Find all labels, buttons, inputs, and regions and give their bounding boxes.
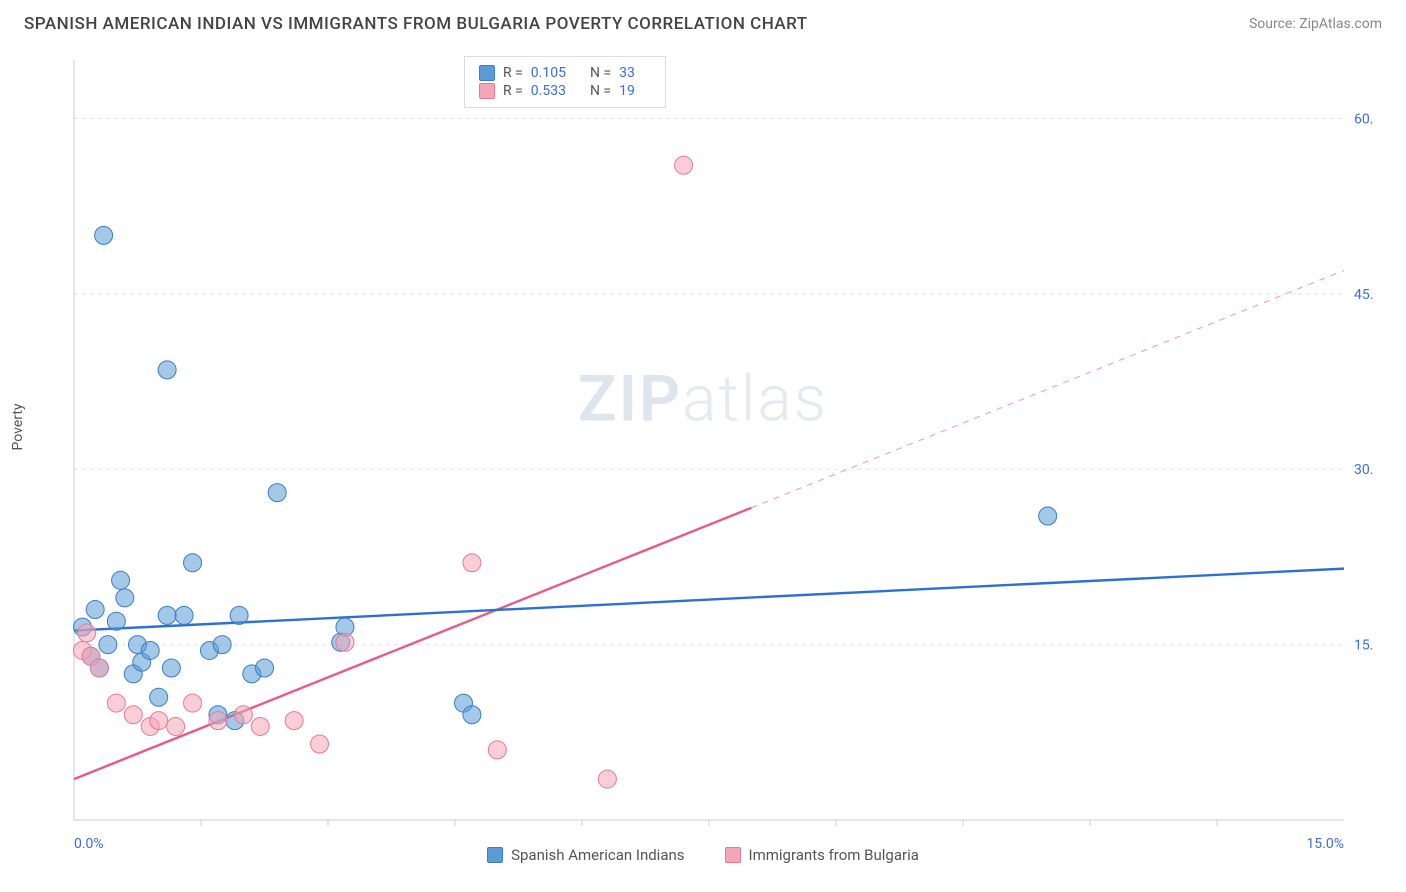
legend-item: Spanish American Indians xyxy=(487,846,684,864)
svg-text:45.0%: 45.0% xyxy=(1354,287,1374,303)
y-axis-label: Poverty xyxy=(10,403,26,450)
chart-area: Poverty 15.0%30.0%45.0%60.0%0.0%15.0% ZI… xyxy=(24,50,1382,882)
svg-text:15.0%: 15.0% xyxy=(1354,638,1374,654)
scatter-chart: 15.0%30.0%45.0%60.0%0.0%15.0% xyxy=(24,50,1374,880)
legend-item: Immigrants from Bulgaria xyxy=(725,846,919,864)
svg-text:30.0%: 30.0% xyxy=(1354,462,1374,478)
correlation-legend: R =0.105N =33R =0.533N =19 xyxy=(464,56,666,108)
series-legend: Spanish American Indians Immigrants from … xyxy=(24,846,1382,864)
svg-text:60.0%: 60.0% xyxy=(1354,111,1374,127)
source-label: Source: ZipAtlas.com xyxy=(1249,16,1382,32)
chart-title: SPANISH AMERICAN INDIAN VS IMMIGRANTS FR… xyxy=(24,14,808,34)
